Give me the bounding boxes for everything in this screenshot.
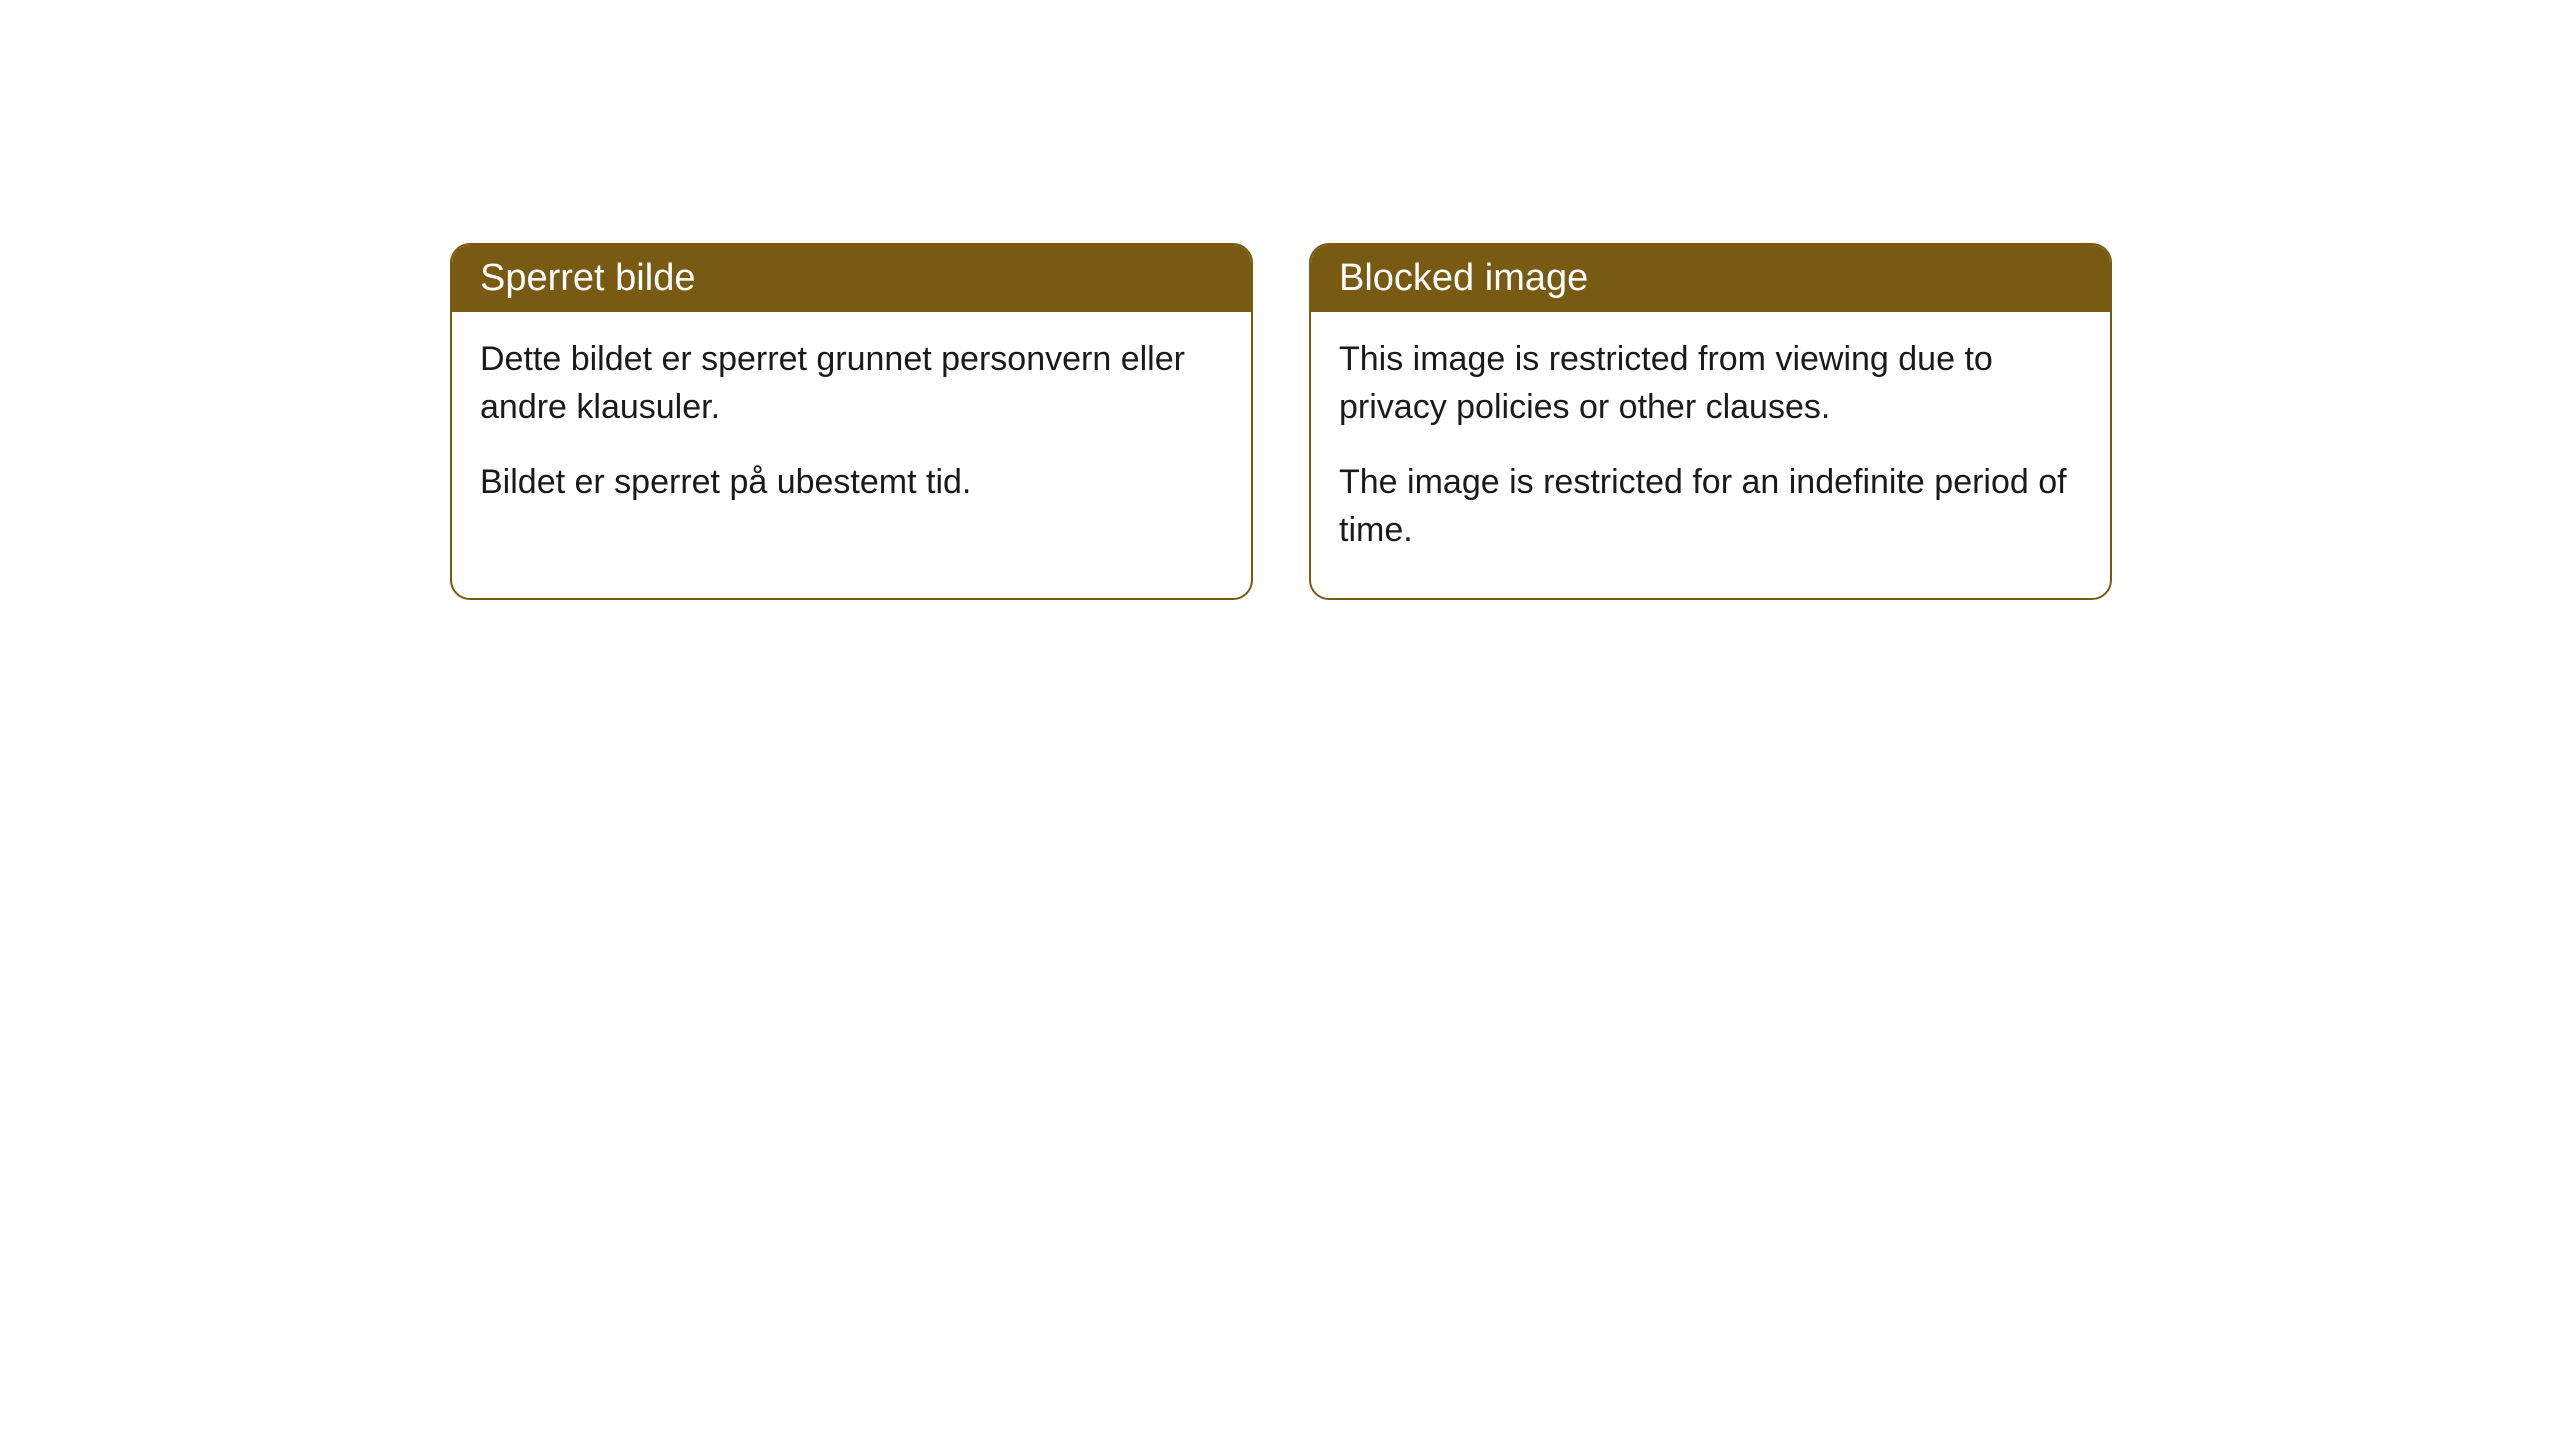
card-title: Blocked image <box>1339 257 1588 299</box>
blocked-image-card-english: Blocked image This image is restricted f… <box>1309 243 2112 600</box>
notice-cards-container: Sperret bilde Dette bildet er sperret gr… <box>450 243 2112 600</box>
card-paragraph-2: The image is restricted for an indefinit… <box>1339 459 2082 554</box>
card-header-english: Blocked image <box>1311 245 2110 312</box>
card-body-norwegian: Dette bildet er sperret grunnet personve… <box>452 312 1251 551</box>
blocked-image-card-norwegian: Sperret bilde Dette bildet er sperret gr… <box>450 243 1253 600</box>
card-header-norwegian: Sperret bilde <box>452 245 1251 312</box>
card-paragraph-2: Bildet er sperret på ubestemt tid. <box>480 459 1223 507</box>
card-paragraph-1: This image is restricted from viewing du… <box>1339 336 2082 431</box>
card-title: Sperret bilde <box>480 257 695 299</box>
card-body-english: This image is restricted from viewing du… <box>1311 312 2110 598</box>
card-paragraph-1: Dette bildet er sperret grunnet personve… <box>480 336 1223 431</box>
